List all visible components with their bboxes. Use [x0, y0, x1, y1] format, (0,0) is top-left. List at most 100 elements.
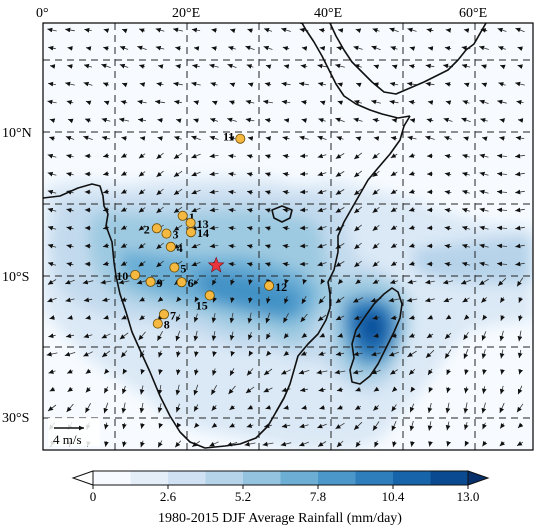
wind-vector [462, 154, 470, 159]
wind-vector [211, 278, 217, 286]
wind-vector [283, 313, 289, 323]
wind-vector [104, 422, 109, 430]
wind-vector [121, 422, 127, 430]
wind-vector [265, 404, 271, 410]
wind-vector [517, 64, 523, 69]
wind-vector [228, 261, 236, 267]
wind-vector [156, 260, 164, 268]
station-label-15: 15 [196, 298, 208, 312]
wind-vector [373, 136, 380, 141]
wind-vector [318, 387, 326, 393]
wind-vector [481, 386, 487, 394]
wind-vector [425, 279, 435, 285]
wind-vector [66, 171, 74, 177]
wind-vector [390, 243, 398, 249]
wind-vector [407, 279, 417, 285]
wind-vector [444, 171, 452, 177]
wind-vector [104, 441, 109, 447]
colorbar-tick-label: 13.0 [457, 489, 480, 504]
wind-vector [47, 171, 57, 177]
wind-vector [409, 118, 416, 123]
wind-vector [319, 405, 325, 410]
wind-vector [121, 314, 127, 320]
wind-vector [481, 82, 488, 88]
wind-vector [355, 386, 361, 392]
wind-vector [499, 136, 505, 141]
wind-vector [138, 225, 146, 231]
wind-vector [301, 100, 307, 105]
wind-vector [66, 369, 74, 374]
wind-vector [317, 243, 327, 249]
wind-vector [264, 82, 272, 87]
wind-vector [247, 82, 254, 88]
wind-vector [46, 351, 58, 357]
wind-vector [209, 135, 219, 141]
wind-vector [175, 330, 181, 342]
wind-vector [137, 45, 147, 51]
wind-vector [265, 296, 271, 304]
wind-vector [103, 402, 109, 414]
wind-vector [121, 402, 127, 414]
wind-vector [47, 261, 57, 267]
wind-vector [479, 171, 489, 177]
wind-vector [407, 81, 417, 87]
colorbar-cell [430, 471, 469, 485]
wind-vector [337, 332, 344, 338]
wind-vector [65, 135, 75, 141]
wind-vector [66, 243, 74, 249]
wind-vector [283, 350, 290, 357]
wind-vector [139, 315, 145, 321]
wind-vector [408, 333, 416, 338]
wind-vector [497, 153, 507, 159]
wind-vector [282, 171, 290, 177]
wind-vector [518, 314, 523, 322]
wind-vector [300, 351, 308, 356]
wind-vector [263, 368, 273, 376]
wind-vector [390, 153, 398, 159]
colorbar-tick-label: 10.4 [382, 489, 405, 504]
wind-vector [139, 385, 145, 395]
wind-vector [461, 207, 471, 213]
wind-vector [138, 331, 146, 341]
wind-vector [193, 118, 199, 124]
wind-vector [64, 351, 76, 357]
wind-vector [336, 440, 344, 448]
wind-vector [227, 63, 237, 69]
wind-vector [65, 81, 75, 87]
wind-vector [390, 171, 398, 177]
wind-vector [517, 422, 524, 429]
wind-vector [389, 27, 399, 33]
wind-vector [85, 387, 91, 393]
wind-vector [120, 189, 128, 194]
wind-vector [446, 368, 451, 376]
wind-vector [84, 118, 92, 123]
colorbar-cell [280, 471, 319, 485]
wind-vector [66, 262, 74, 267]
wind-vector [121, 82, 128, 88]
wind-vector [139, 402, 145, 414]
wind-vector [282, 153, 290, 159]
wind-vector [515, 261, 525, 267]
colorbar-tick-label: 7.8 [310, 489, 326, 504]
wind-vector [283, 333, 289, 339]
wind-vector [228, 45, 236, 51]
wind-vector [229, 82, 236, 88]
wind-vector [244, 441, 256, 447]
wind-vector [355, 28, 362, 33]
wind-vector [463, 82, 470, 88]
wind-vector [82, 279, 94, 285]
wind-vector [102, 82, 110, 87]
wind-vector [47, 279, 57, 285]
wind-vector [445, 100, 452, 106]
top-tick-60e: 60°E [459, 6, 487, 21]
wind-vector [428, 386, 434, 393]
wind-vector [497, 99, 507, 105]
wind-vector [211, 313, 217, 323]
wind-vector [317, 153, 327, 159]
wind-vector [101, 333, 111, 339]
wind-vector [499, 118, 505, 123]
wind-vector [47, 297, 57, 303]
wind-vector [47, 243, 57, 249]
wind-vector [372, 224, 380, 232]
wind-vector [372, 421, 380, 431]
